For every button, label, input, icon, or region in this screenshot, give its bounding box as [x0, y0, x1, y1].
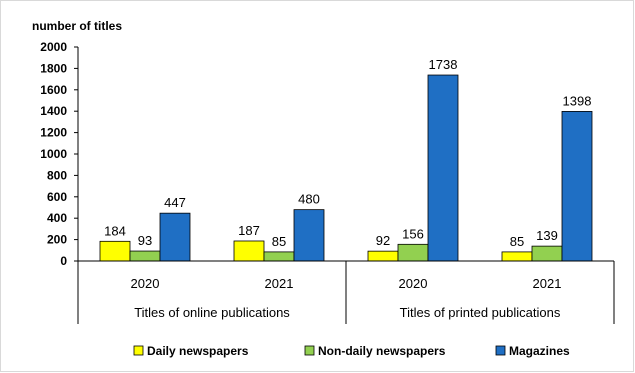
bar-data-label: 139 [536, 228, 558, 243]
y-tick-label: 1800 [40, 61, 67, 75]
y-tick-label: 1600 [40, 83, 67, 97]
bar-data-label: 156 [402, 226, 424, 241]
bar [531, 245, 563, 262]
bar-data-label: 1398 [563, 93, 592, 108]
legend-label: Non-daily newspapers [318, 344, 446, 358]
bar [427, 74, 459, 262]
bar-data-label: 85 [272, 234, 286, 249]
bars [99, 74, 593, 262]
bar-data-label: 1738 [429, 57, 458, 72]
bar [129, 250, 161, 262]
bar [293, 209, 325, 262]
bar [233, 240, 265, 262]
bar [263, 251, 295, 262]
legend-label: Magazines [509, 344, 570, 358]
y-tick-label: 1000 [40, 147, 67, 161]
y-tick-label: 1200 [40, 126, 67, 140]
x-axis-tick-labels: 2020 2021 2020 2021 [131, 276, 562, 291]
y-tick-label: 600 [47, 190, 67, 204]
bar [159, 212, 191, 262]
y-tick-label: 0 [60, 254, 67, 268]
y-tick-label: 1400 [40, 104, 67, 118]
bar [99, 240, 131, 262]
y-tick-label: 400 [47, 211, 67, 225]
bar-data-label: 447 [164, 195, 186, 210]
group-label: Titles of online publications [134, 305, 290, 320]
y-tick-label: 2000 [40, 40, 67, 54]
y-tick-label: 800 [47, 168, 67, 182]
x-tick-label: 2021 [265, 276, 294, 291]
y-axis-label: number of titles [32, 19, 122, 33]
legend-swatch [495, 345, 506, 356]
x-tick-label: 2020 [131, 276, 160, 291]
bar-data-label: 184 [104, 223, 126, 238]
legend-swatch [304, 345, 315, 356]
bar-data-label: 93 [138, 233, 152, 248]
axes [77, 47, 615, 324]
bar [561, 111, 593, 262]
group-label: Titles of printed publications [400, 305, 561, 320]
group-labels: Titles of online publications Titles of p… [134, 305, 561, 320]
bar-data-label: 187 [238, 223, 260, 238]
x-tick-label: 2020 [399, 276, 428, 291]
y-axis-ticks: 0 200 400 600 800 1000 1200 1400 1600 1800 2000 [40, 40, 78, 268]
legend: Daily newspapers Non-daily newspapers Maga… [133, 344, 570, 358]
bar-data-label: 85 [510, 234, 524, 249]
x-tick-label: 2021 [533, 276, 562, 291]
legend-label: Daily newspapers [147, 344, 249, 358]
bar [367, 250, 399, 262]
legend-swatch [133, 345, 144, 356]
bar [501, 251, 533, 262]
bar-data-label: 92 [376, 233, 390, 248]
y-tick-label: 200 [47, 233, 67, 247]
bar [397, 243, 429, 262]
data-labels: 184 93 447 187 85 480 92 156 1738 85 139 1398 [104, 57, 591, 249]
bar-data-label: 480 [298, 192, 320, 207]
